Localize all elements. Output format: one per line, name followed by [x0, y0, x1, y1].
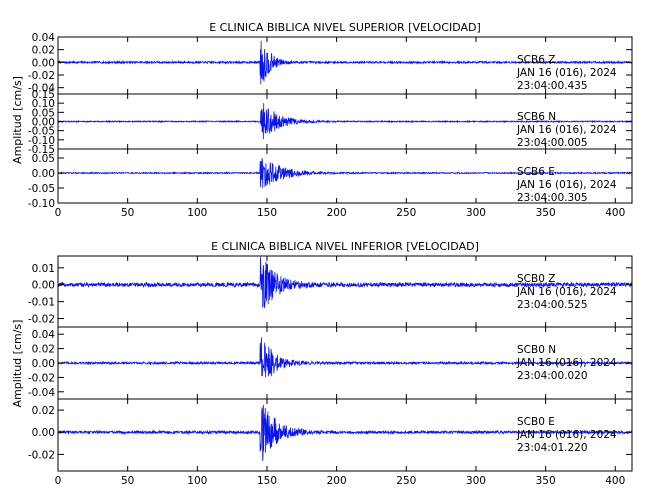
y-axis-label: Amplitud [cm/s] — [11, 76, 24, 164]
y-tick-label: -0.05 — [28, 183, 55, 195]
y-tick-label: 0.10 — [32, 98, 55, 110]
x-tick-label: 200 — [327, 207, 347, 219]
y-tick-label: 0.00 — [32, 280, 55, 292]
waveform-trace — [57, 40, 633, 85]
x-tick-label: 100 — [187, 475, 207, 487]
time-label: 23:04:00.305 — [517, 192, 588, 204]
x-tick-label: 400 — [605, 475, 625, 487]
station-component-label: SCB0 Z — [517, 273, 555, 285]
x-tick-label: 350 — [536, 207, 556, 219]
date-label: JAN 16 (016), 2024 — [516, 67, 617, 79]
waveform-trace — [57, 158, 633, 189]
waveform-trace — [57, 103, 633, 140]
x-tick-label: 400 — [605, 207, 625, 219]
y-tick-label: 0.02 — [32, 45, 55, 57]
y-tick-label: 0.05 — [32, 107, 55, 119]
station-group: E CLINICA BIBLICA NIVEL INFERIOR [VELOCI… — [11, 240, 633, 487]
y-tick-label: -0.02 — [28, 70, 55, 82]
date-label: JAN 16 (016), 2024 — [516, 357, 617, 369]
y-tick-label: 0.00 — [32, 117, 55, 129]
y-tick-label: -0.10 — [28, 198, 55, 210]
x-tick-label: 0 — [55, 207, 62, 219]
x-tick-label: 50 — [121, 207, 134, 219]
y-tick-label: -0.02 — [28, 372, 55, 384]
y-tick-label: -0.04 — [28, 387, 55, 399]
x-tick-label: 100 — [187, 207, 207, 219]
panel-frame — [57, 398, 633, 472]
station-component-label: SCB6 N — [517, 111, 556, 123]
time-label: 23:04:00.525 — [517, 299, 588, 311]
date-label: JAN 16 (016), 2024 — [516, 429, 617, 441]
waveform-trace — [57, 404, 633, 461]
waveform-trace — [57, 337, 633, 378]
x-tick-label: 250 — [396, 207, 416, 219]
station-group: E CLINICA BIBLICA NIVEL SUPERIOR [VELOCI… — [11, 21, 633, 219]
y-tick-label: -0.05 — [28, 126, 55, 138]
x-tick-label: 150 — [257, 475, 277, 487]
panel-frame — [57, 148, 633, 204]
chart-title: E CLINICA BIBLICA NIVEL INFERIOR [VELOCI… — [211, 240, 479, 253]
time-label: 23:04:00.435 — [517, 80, 588, 92]
date-label: JAN 16 (016), 2024 — [516, 286, 617, 298]
y-tick-label: -0.10 — [28, 135, 55, 147]
y-tick-label: 0.04 — [32, 32, 56, 44]
y-tick-label: -0.15 — [28, 144, 55, 156]
station-component-label: SCB0 E — [517, 416, 555, 428]
y-tick-label: -0.02 — [28, 314, 55, 326]
y-tick-label: 0.00 — [32, 57, 55, 69]
time-label: 23:04:00.005 — [517, 137, 588, 149]
waveform-trace — [57, 256, 633, 309]
y-tick-label: 0.04 — [32, 329, 56, 341]
y-tick-label: 0.00 — [32, 358, 55, 370]
date-label: JAN 16 (016), 2024 — [516, 124, 617, 136]
x-tick-label: 150 — [257, 207, 277, 219]
y-tick-label: 0.02 — [32, 405, 55, 417]
y-axis-label: Amplitud [cm/s] — [11, 320, 24, 408]
x-tick-label: 300 — [466, 207, 486, 219]
station-component-label: SCB6 E — [517, 166, 555, 178]
y-tick-label: 0.00 — [32, 168, 55, 180]
x-tick-label: 300 — [466, 475, 486, 487]
x-tick-label: 50 — [121, 475, 134, 487]
station-component-label: SCB0 N — [517, 344, 556, 356]
time-label: 23:04:01.220 — [517, 442, 588, 454]
x-tick-label: 200 — [327, 475, 347, 487]
x-tick-label: 250 — [396, 475, 416, 487]
time-label: 23:04:00.020 — [517, 370, 588, 382]
chart-title: E CLINICA BIBLICA NIVEL SUPERIOR [VELOCI… — [209, 21, 481, 34]
x-tick-label: 350 — [536, 475, 556, 487]
y-tick-label: 0.02 — [32, 344, 55, 356]
trace-panel: 0.150.100.050.00-0.05-0.10-0.15 SCB6 NJAN… — [28, 89, 633, 156]
station-component-label: SCB6 Z — [517, 54, 555, 66]
y-tick-label: 0.05 — [32, 153, 55, 165]
y-tick-label: -0.02 — [28, 449, 55, 461]
y-tick-label: -0.01 — [28, 297, 55, 309]
date-label: JAN 16 (016), 2024 — [516, 179, 617, 191]
y-tick-label: 0.01 — [32, 263, 55, 275]
y-tick-label: -0.04 — [28, 83, 55, 95]
y-tick-label: 0.15 — [32, 89, 55, 101]
y-tick-label: 0.00 — [32, 427, 55, 439]
x-tick-label: 0 — [55, 475, 62, 487]
